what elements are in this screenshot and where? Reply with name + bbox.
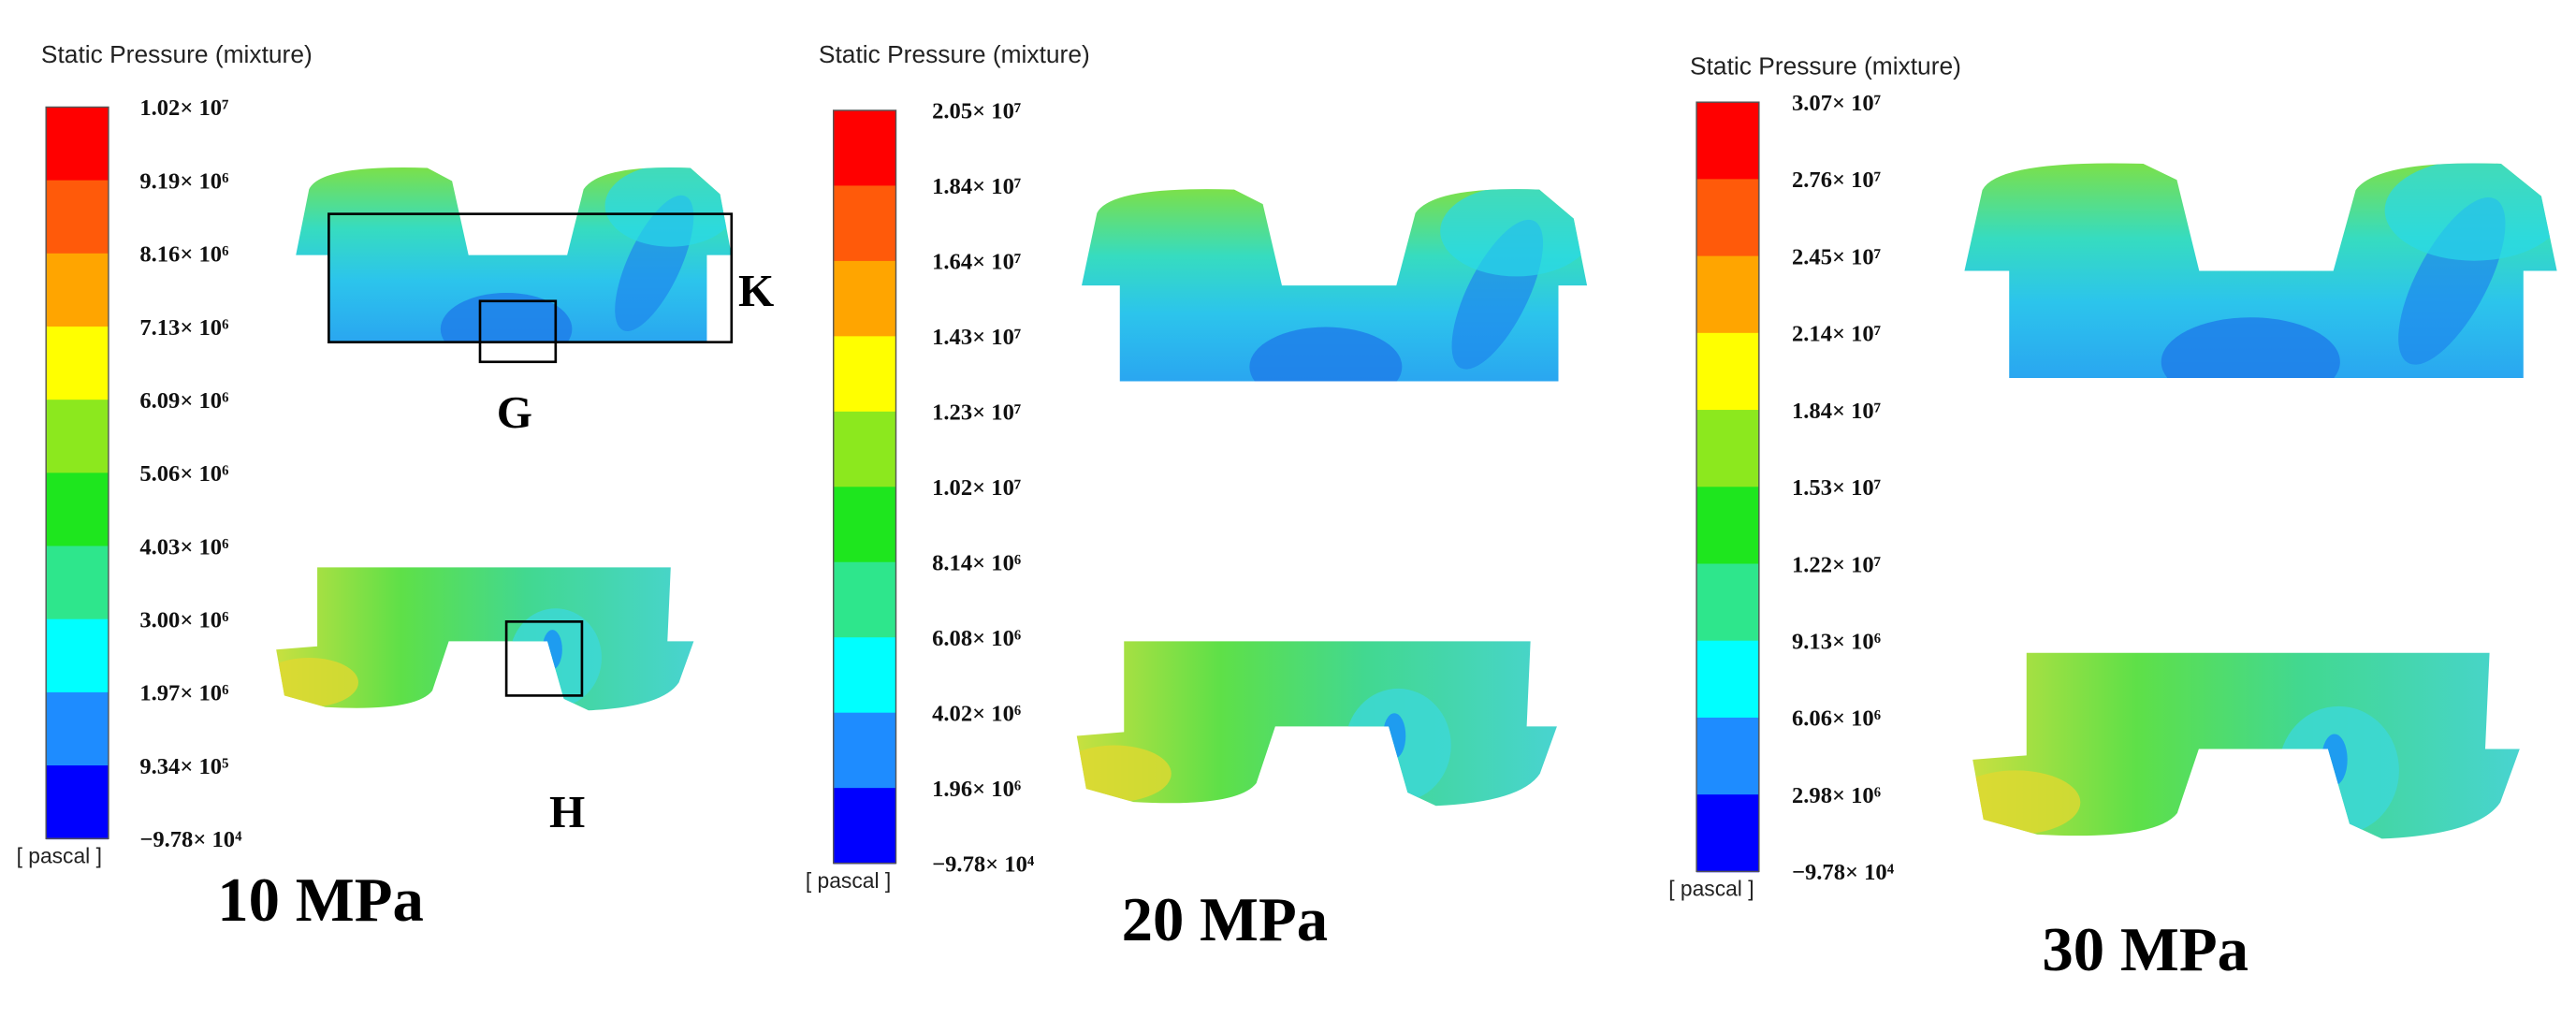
colorbar-tick-label: 9.19× 10⁶ bbox=[139, 168, 228, 194]
colorbar-title: Static Pressure (mixture) bbox=[819, 40, 1090, 68]
colorbar-tick-label: 7.13× 10⁶ bbox=[139, 315, 228, 341]
box-g bbox=[478, 299, 558, 364]
colorbar-frame bbox=[1696, 101, 1760, 873]
colorbar-band bbox=[1696, 179, 1759, 257]
colorbar-tick-label: 2.98× 10⁶ bbox=[1792, 783, 1881, 808]
colorbar-band bbox=[1696, 332, 1759, 411]
colorbar-band bbox=[1696, 640, 1759, 719]
unit-label: [ pascal ] bbox=[806, 868, 891, 893]
colorbar-band bbox=[1696, 410, 1759, 488]
region-label: G bbox=[497, 386, 532, 438]
colorbar-tick-label: 1.64× 10⁷ bbox=[932, 250, 1021, 275]
colorbar-tick-label: −9.78× 10⁴ bbox=[1792, 860, 1895, 885]
colorbar-band bbox=[46, 691, 109, 766]
case-label: 30 MPa bbox=[2042, 916, 2249, 984]
colorbar-tick-label: 3.00× 10⁶ bbox=[139, 607, 228, 633]
colorbar-tick-label: 1.84× 10⁷ bbox=[932, 174, 1021, 199]
colorbar-title: Static Pressure (mixture) bbox=[1690, 51, 1961, 80]
colorbar-tick-label: 1.02× 10⁷ bbox=[139, 95, 228, 121]
colorbar-band bbox=[833, 561, 896, 639]
colorbar-band bbox=[1696, 102, 1759, 181]
colorbar-tick-label: 6.06× 10⁶ bbox=[1792, 706, 1881, 732]
colorbar-tick-label: 8.16× 10⁶ bbox=[139, 242, 228, 268]
annotation-boxes bbox=[327, 212, 734, 697]
contour-plots bbox=[260, 160, 2564, 839]
colorbar-tick-label: 3.07× 10⁷ bbox=[1792, 91, 1881, 116]
box-h bbox=[504, 620, 584, 697]
colorbar-band bbox=[46, 107, 109, 182]
contour-top bbox=[1082, 186, 1593, 407]
colorbar-band bbox=[833, 336, 896, 413]
colorbar-frame bbox=[833, 109, 897, 865]
colorbar-tick-label: 6.08× 10⁶ bbox=[932, 626, 1021, 651]
colorbar-tick-label: 1.23× 10⁷ bbox=[932, 400, 1021, 426]
colorbar-band bbox=[46, 765, 109, 840]
colorbar-tick-label: 1.53× 10⁷ bbox=[1792, 475, 1881, 501]
case-label: 10 MPa bbox=[217, 866, 424, 935]
unit-label: [ pascal ] bbox=[1668, 877, 1754, 901]
colorbar-band bbox=[46, 180, 109, 254]
colorbar-tick-label: 2.45× 10⁷ bbox=[1792, 244, 1881, 269]
colorbar-tick-label: 4.03× 10⁶ bbox=[139, 534, 228, 560]
region-label: K bbox=[738, 265, 774, 316]
colorbar-tick-label: 1.02× 10⁷ bbox=[932, 475, 1021, 501]
colorbar-band bbox=[46, 326, 109, 401]
contour-bottom bbox=[260, 567, 694, 710]
colorbar-tick-label: 9.13× 10⁶ bbox=[1792, 630, 1881, 655]
colorbar-band bbox=[833, 487, 896, 563]
colorbar-tick-label: 2.76× 10⁷ bbox=[1792, 167, 1881, 193]
colorbar-tick-label: −9.78× 10⁴ bbox=[932, 851, 1035, 877]
region-label: H bbox=[549, 786, 585, 837]
colorbar-band bbox=[46, 400, 109, 474]
box-k bbox=[327, 212, 734, 343]
colorbar-tick-label: 2.05× 10⁷ bbox=[932, 99, 1021, 124]
colorbar-band bbox=[46, 545, 109, 620]
colorbar-band bbox=[46, 253, 109, 327]
colorbar-band bbox=[833, 185, 896, 262]
colorbar-band bbox=[1696, 717, 1759, 796]
colorbar-frame bbox=[45, 106, 109, 839]
colorbar-tick-label: 6.09× 10⁶ bbox=[139, 388, 228, 414]
colorbar-band bbox=[1696, 563, 1759, 642]
colorbar-band bbox=[46, 473, 109, 547]
colorbar-band bbox=[833, 712, 896, 790]
colorbar-tick-label: 1.84× 10⁷ bbox=[1792, 399, 1881, 424]
colorbar-tick-label: 4.02× 10⁶ bbox=[932, 701, 1021, 726]
colorbar-band bbox=[1696, 487, 1759, 565]
colorbar-band bbox=[46, 618, 109, 693]
colorbar-band bbox=[833, 788, 896, 865]
contour-top bbox=[1964, 160, 2563, 407]
contour-bottom bbox=[1951, 653, 2520, 839]
colorbar-band bbox=[1696, 794, 1759, 873]
colorbar-tick-label: 8.14× 10⁶ bbox=[932, 551, 1021, 576]
colorbar-tick-label: 1.96× 10⁶ bbox=[932, 777, 1021, 802]
colorbar-band bbox=[833, 411, 896, 488]
colorbar-tick-label: 1.22× 10⁷ bbox=[1792, 552, 1881, 577]
colorbar-tick-label: 1.97× 10⁶ bbox=[139, 681, 228, 706]
colorbar-title: Static Pressure (mixture) bbox=[41, 40, 313, 68]
colorbar-tick-label: 1.43× 10⁷ bbox=[932, 325, 1021, 350]
contour-top bbox=[296, 165, 736, 365]
colorbar-band bbox=[833, 260, 896, 338]
colorbar-tick-label: 5.06× 10⁶ bbox=[139, 461, 228, 487]
colorbar-tick-label: 9.34× 10⁵ bbox=[139, 754, 228, 779]
case-label: 20 MPa bbox=[1122, 886, 1329, 954]
colorbar-band bbox=[833, 637, 896, 714]
contour-bottom bbox=[1058, 641, 1557, 806]
colorbar-tick-label: −9.78× 10⁴ bbox=[139, 827, 242, 852]
colorbar-band bbox=[1696, 255, 1759, 334]
unit-label: [ pascal ] bbox=[17, 844, 102, 868]
colorbar-tick-label: 2.14× 10⁷ bbox=[1792, 322, 1881, 347]
colorbar-band bbox=[833, 109, 896, 187]
